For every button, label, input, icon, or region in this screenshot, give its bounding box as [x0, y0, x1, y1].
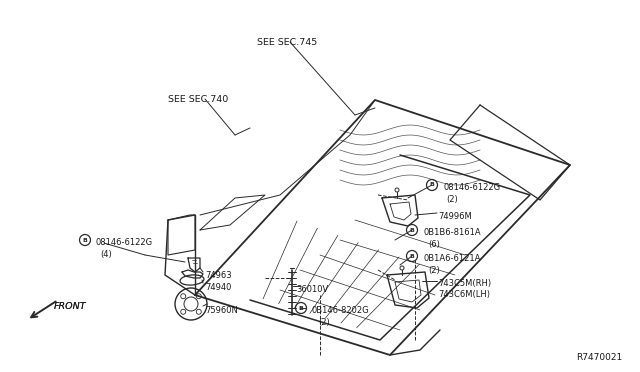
Text: FRONT: FRONT — [54, 302, 86, 311]
Text: (6): (6) — [428, 240, 440, 249]
Text: B: B — [410, 253, 415, 259]
Text: 08146-6122G: 08146-6122G — [443, 183, 500, 192]
Text: 74940: 74940 — [205, 283, 232, 292]
Text: 36010V: 36010V — [296, 285, 328, 294]
Text: B: B — [429, 183, 435, 187]
Text: 743C6M(LH): 743C6M(LH) — [438, 290, 490, 299]
Text: (2): (2) — [446, 195, 458, 204]
Text: 08146-6122G: 08146-6122G — [96, 238, 153, 247]
Text: 74963: 74963 — [205, 271, 232, 280]
Text: 0B146-8202G: 0B146-8202G — [312, 306, 370, 315]
Text: (2): (2) — [318, 318, 330, 327]
Text: 75960N: 75960N — [205, 306, 238, 315]
Text: 743C5M(RH): 743C5M(RH) — [438, 279, 491, 288]
Text: R7470021: R7470021 — [576, 353, 622, 362]
Text: (4): (4) — [100, 250, 112, 259]
Text: SEE SEC.745: SEE SEC.745 — [257, 38, 317, 47]
Text: 0B1A6-6121A: 0B1A6-6121A — [423, 254, 481, 263]
Text: 74996M: 74996M — [438, 212, 472, 221]
Text: FRONT: FRONT — [54, 302, 86, 311]
Text: B: B — [410, 228, 415, 232]
Text: SEE SEC.740: SEE SEC.740 — [168, 95, 228, 104]
Text: B: B — [83, 237, 88, 243]
Text: (2): (2) — [428, 266, 440, 275]
Text: B: B — [299, 305, 303, 311]
Text: 0B1B6-8161A: 0B1B6-8161A — [423, 228, 481, 237]
